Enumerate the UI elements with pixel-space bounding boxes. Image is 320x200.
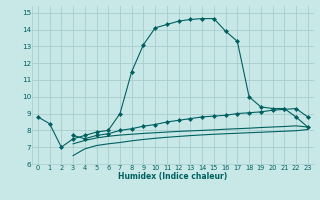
X-axis label: Humidex (Indice chaleur): Humidex (Indice chaleur) (118, 172, 228, 181)
